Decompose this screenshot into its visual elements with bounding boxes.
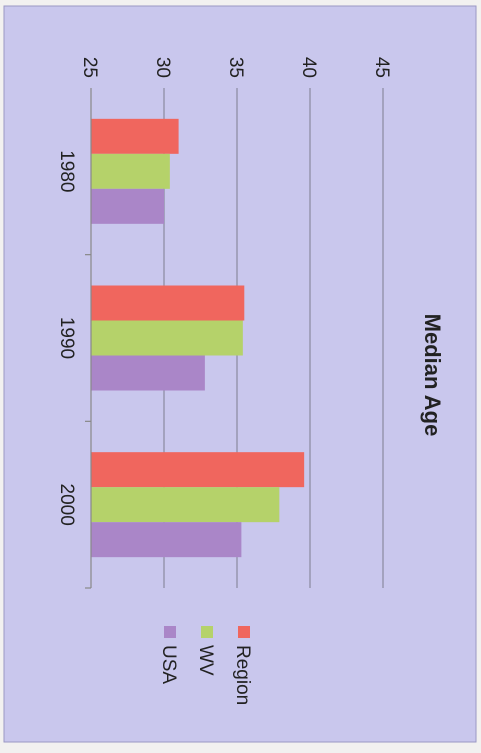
bar-wv-1980 [91,153,170,189]
legend-swatch-wv [201,626,213,638]
chart-area-background [3,5,477,743]
legend-swatch-usa [164,626,176,638]
bars [91,118,305,558]
bar-wv-2000 [91,487,280,523]
legend-swatch-region [238,626,250,638]
legend-label-usa: USA [158,645,179,684]
category-label: 1980 [56,150,77,192]
bar-usa-1980 [91,188,164,224]
category-label: 2000 [56,484,77,526]
bar-usa-2000 [91,522,242,558]
value-tick-label: 30 [152,57,173,78]
bar-usa-1990 [91,355,205,391]
legend-label-region: Region [232,645,253,705]
chart-title: Median Age [420,314,445,437]
bar-region-1990 [91,285,245,321]
bar-wv-1990 [91,320,243,356]
category-label: 1990 [56,317,77,359]
value-tick-label: 35 [225,57,246,78]
value-tick-label: 25 [79,57,100,78]
bar-region-1980 [91,118,179,154]
value-tick-label: 40 [298,57,319,78]
axes: 25 30 35 40 45 1980 1990 2000 [56,57,392,589]
bar-region-2000 [91,452,305,488]
legend-label-wv: WV [195,645,216,676]
value-tick-label: 45 [371,57,392,78]
legend: Region WV USA [158,626,253,705]
rotated-chart-group: 25 30 35 40 45 1980 1990 2000 Median Age Region… [56,57,445,705]
